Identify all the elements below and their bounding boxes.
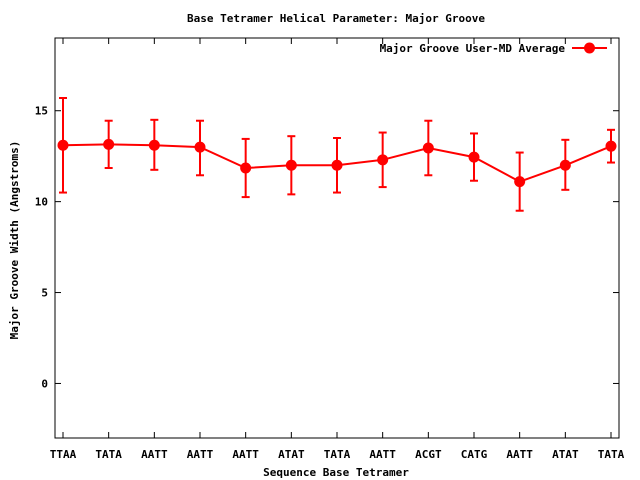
x-tick-label: AATT [232, 448, 259, 461]
data-point [148, 139, 160, 151]
x-tick-label: ATAT [552, 448, 579, 461]
x-tick-label: CATG [461, 448, 488, 461]
plot-frame [54, 37, 620, 439]
x-tick-label: TATA [95, 448, 122, 461]
y-tick-label: 0 [41, 377, 48, 390]
y-tick-label: 15 [35, 105, 48, 118]
legend-label: Major Groove User-MD Average [380, 42, 566, 55]
x-tick-label: TATA [598, 448, 625, 461]
x-tick-label: AATT [141, 448, 168, 461]
y-tick-label: 5 [41, 287, 48, 300]
legend-marker [584, 42, 595, 54]
x-tick-label: AATT [187, 448, 214, 461]
x-tick-label: AATT [506, 448, 533, 461]
x-axis-label: Sequence Base Tetramer [263, 466, 409, 479]
y-axis-label: Major Groove Width (Angstroms) [8, 141, 21, 340]
x-tick-label: TATA [324, 448, 351, 461]
data-point [240, 162, 252, 174]
data-point [285, 159, 297, 171]
data-point [605, 140, 617, 152]
y-tick-label: 10 [35, 196, 48, 209]
data-point [57, 139, 69, 151]
x-tick-label: AATT [369, 448, 396, 461]
chart-title: Base Tetramer Helical Parameter: Major G… [187, 12, 485, 25]
data-point [377, 154, 389, 166]
x-tick-label: TTAA [50, 448, 77, 461]
data-point [514, 176, 526, 188]
data-point [103, 138, 115, 150]
y-axis-ticks: 0 5 10 15 [35, 105, 619, 390]
data-point [194, 141, 206, 153]
x-tick-label: ACGT [415, 448, 442, 461]
x-axis-ticks: TTAA TATA AATT AATT AATT ATAT TATA AATT ACGT CATG… [50, 38, 625, 461]
data-point [559, 159, 571, 171]
legend: Major Groove User-MD Average [380, 42, 607, 55]
data-point [468, 151, 480, 163]
series-major-groove [57, 97, 617, 212]
x-tick-label: ATAT [278, 448, 305, 461]
data-point [422, 142, 434, 154]
data-point [331, 159, 343, 171]
